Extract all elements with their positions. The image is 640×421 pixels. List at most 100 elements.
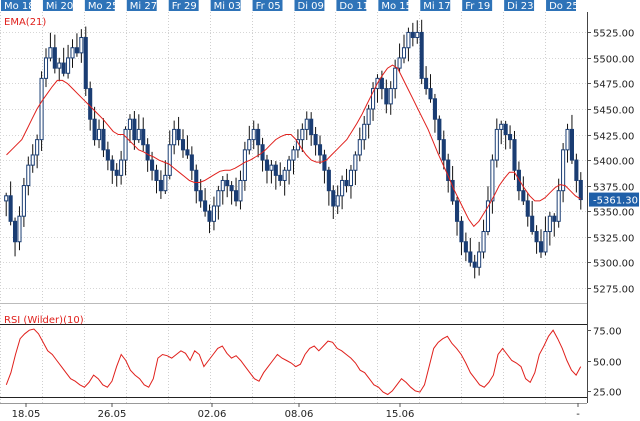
date-header-tab[interactable] (42, 0, 73, 11)
candle-body (379, 77, 384, 90)
candle-body (428, 88, 433, 100)
date-header-tab[interactable] (252, 0, 283, 11)
candle-body (322, 154, 327, 171)
candle-body (233, 190, 239, 202)
candle-body (344, 179, 349, 187)
date-header-tab[interactable] (210, 0, 241, 11)
candle-body (512, 139, 517, 171)
candle-body (446, 159, 451, 181)
candle-body (424, 77, 429, 90)
candle-body (371, 88, 376, 110)
rsi-line (5, 328, 582, 396)
candle-body (397, 57, 402, 69)
candle-body (176, 128, 181, 141)
candle-body (61, 62, 66, 74)
candle-body (21, 185, 26, 217)
candle-body (410, 31, 415, 39)
candle-body (180, 139, 186, 151)
candle-body (8, 195, 13, 222)
date-header-tab[interactable] (462, 0, 493, 11)
price-tick-label: 5375.00 (593, 183, 634, 194)
candle-body (335, 195, 340, 207)
candle-body (552, 215, 557, 222)
date-header-label: Do 11 (339, 1, 369, 12)
candle-body (454, 200, 460, 222)
candle-body (401, 47, 407, 59)
candle-body (35, 139, 40, 156)
candle-body (211, 205, 216, 222)
candle-body (565, 128, 570, 151)
candle-body (189, 154, 194, 171)
date-header-tab[interactable] (1, 0, 31, 11)
candle-body (366, 108, 371, 125)
candle-body (503, 123, 508, 136)
candle-body (331, 190, 336, 207)
candle-body (317, 144, 323, 156)
date-header-tab[interactable] (294, 0, 325, 11)
date-header-tab[interactable] (546, 0, 576, 11)
rsi-tick-label: 25.00 (593, 388, 622, 399)
candle-body (220, 179, 225, 192)
date-header-tab[interactable] (504, 0, 535, 11)
candle-body (494, 128, 499, 161)
candle-body (66, 57, 71, 74)
candle-body (432, 98, 437, 120)
candle-body (96, 128, 102, 141)
date-header-label: Mi 20 (46, 1, 73, 12)
candle-body (309, 118, 314, 136)
candle-body (340, 179, 345, 197)
price-tick-label: 5275.00 (593, 285, 634, 296)
candle-body (127, 118, 133, 130)
ema-label: EMA(21) (4, 17, 46, 28)
candle-body (4, 195, 9, 202)
candle-body (83, 37, 88, 90)
candle-body (415, 31, 420, 39)
candle-body (384, 88, 389, 105)
candle-body (437, 118, 442, 141)
candle-body (348, 169, 354, 187)
date-header-label: Do 25 (549, 1, 579, 12)
candle-body (70, 47, 75, 59)
candle-body (158, 179, 163, 192)
candle-body (569, 128, 574, 161)
candle-body (247, 139, 252, 151)
candle-body (490, 159, 495, 202)
candle-body (163, 174, 168, 192)
ema-line (6, 64, 581, 228)
candle-body (362, 123, 367, 141)
candle-body (282, 169, 287, 181)
candle-body (17, 215, 22, 243)
candle-body (353, 154, 358, 171)
date-header-label: Mo 15 (381, 1, 412, 12)
date-axis-label: - (576, 409, 580, 420)
candle-body (119, 159, 124, 176)
date-header-tab[interactable] (168, 0, 199, 11)
candle-body (291, 149, 296, 161)
candle-body (101, 128, 106, 151)
candle-body (207, 210, 212, 222)
rsi-label: RSI (Wilder)(10) (4, 315, 84, 326)
date-header-tab[interactable] (84, 0, 115, 11)
date-axis-label: 26.05 (98, 409, 127, 420)
candle-body (13, 220, 18, 243)
date-header-tab[interactable] (420, 0, 451, 11)
candle-body (242, 149, 247, 181)
candle-body (485, 200, 491, 233)
date-header-tab[interactable] (378, 0, 409, 11)
candle-body (521, 190, 526, 202)
candle-body (538, 241, 544, 253)
date-header-label: Mo 25 (88, 1, 119, 12)
candle-body (150, 159, 155, 171)
candle-body (264, 159, 270, 171)
candle-body (154, 169, 159, 181)
date-axis-label: 08.06 (285, 409, 314, 420)
price-tick-label: 5425.00 (593, 132, 634, 143)
candle-body (547, 215, 552, 233)
candle-body (463, 241, 468, 253)
date-header-tab[interactable] (336, 0, 367, 11)
candle-body (194, 169, 199, 192)
date-header-tab[interactable] (126, 0, 157, 11)
candle-body (79, 37, 84, 54)
candle-body (269, 164, 274, 171)
